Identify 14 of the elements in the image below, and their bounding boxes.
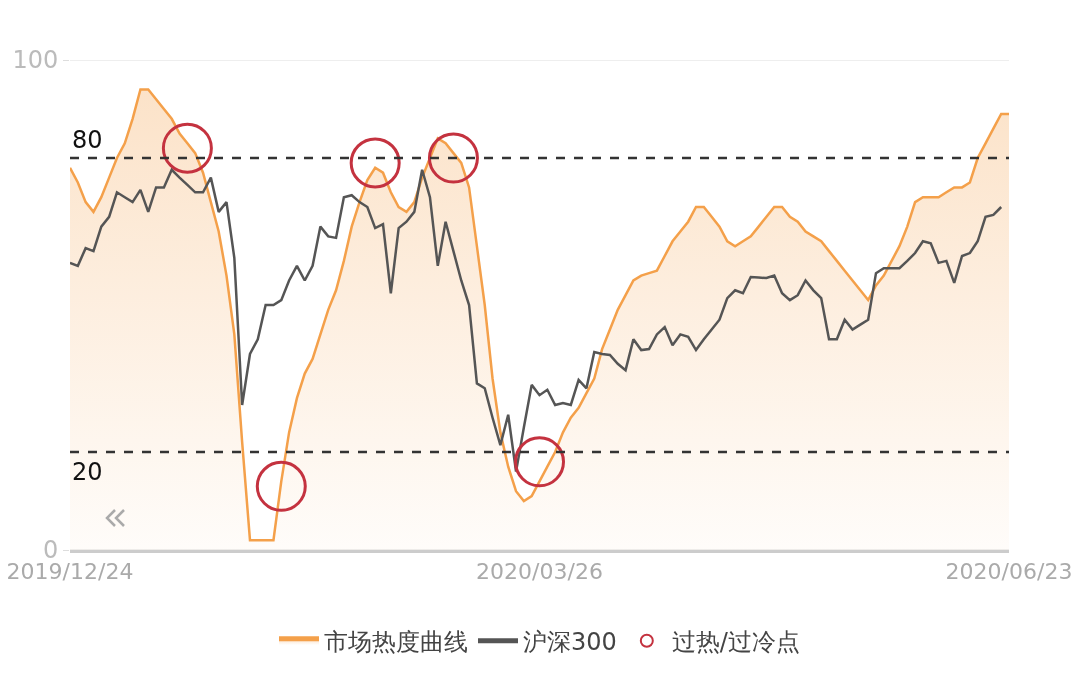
legend-label: 市场热度曲线 (324, 628, 468, 657)
legend-label: 沪深300 (523, 628, 617, 657)
x-tick-label: 2020/06/23 (945, 559, 1073, 585)
point (349, 137, 401, 189)
ref-line-label: 20 (72, 458, 103, 486)
ref-line-label: 80 (72, 126, 103, 154)
point (427, 132, 479, 184)
legend-label: 过热/过冷点 (671, 628, 800, 657)
y-tick-label: 100 (12, 46, 59, 75)
x-tick-label: 2019/12/24 (6, 559, 134, 585)
point (255, 460, 307, 512)
point (161, 122, 213, 174)
x-tick-label: 2020/03/26 (476, 559, 603, 585)
point (514, 436, 565, 488)
